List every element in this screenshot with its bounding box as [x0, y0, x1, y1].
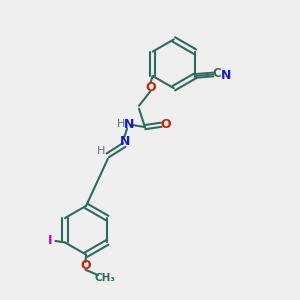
- Text: N: N: [221, 69, 232, 82]
- Text: H: H: [117, 119, 125, 129]
- Text: O: O: [145, 81, 156, 94]
- Text: O: O: [161, 118, 171, 130]
- Text: CH₃: CH₃: [94, 273, 115, 283]
- Text: H: H: [97, 146, 105, 156]
- Text: N: N: [120, 135, 130, 148]
- Text: O: O: [80, 259, 91, 272]
- Text: N: N: [124, 118, 135, 131]
- Text: C: C: [213, 67, 222, 80]
- Text: I: I: [48, 234, 52, 247]
